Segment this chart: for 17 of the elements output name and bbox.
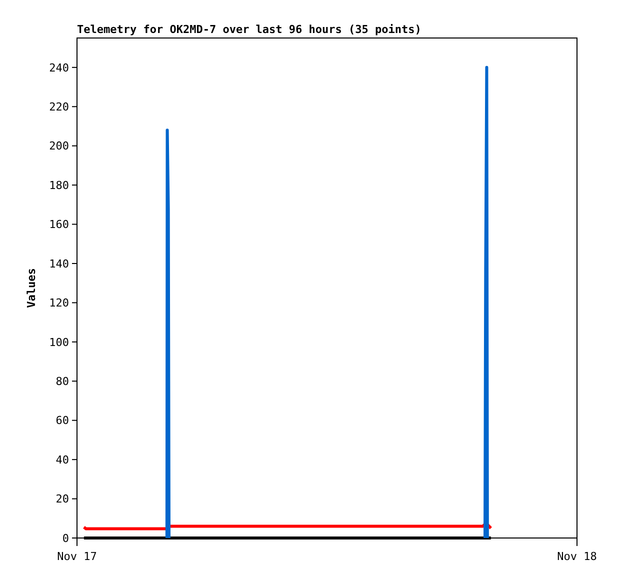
y-tick-label: 120 bbox=[49, 296, 69, 310]
x-tick-label: Nov 18 bbox=[557, 550, 597, 563]
y-tick-label: 160 bbox=[49, 218, 69, 232]
y-tick-label: 40 bbox=[56, 453, 69, 466]
y-axis-title: Values bbox=[25, 268, 38, 308]
y-tick-label: 80 bbox=[56, 374, 69, 388]
y-tick-label: 200 bbox=[49, 140, 69, 153]
y-tick-label: 100 bbox=[49, 336, 69, 349]
y-tick-label: 60 bbox=[56, 414, 69, 428]
y-tick-label: 0 bbox=[62, 532, 69, 545]
y-tick-label: 140 bbox=[49, 257, 69, 270]
x-tick-label: Nov 17 bbox=[57, 550, 97, 563]
y-tick-label: 20 bbox=[56, 492, 69, 506]
y-tick-label: 240 bbox=[49, 61, 69, 74]
chart-title: Telemetry for OK2MD-7 over last 96 hours (35 points) bbox=[77, 23, 422, 36]
y-tick-label: 180 bbox=[49, 178, 69, 192]
y-tick-label: 220 bbox=[49, 100, 69, 114]
